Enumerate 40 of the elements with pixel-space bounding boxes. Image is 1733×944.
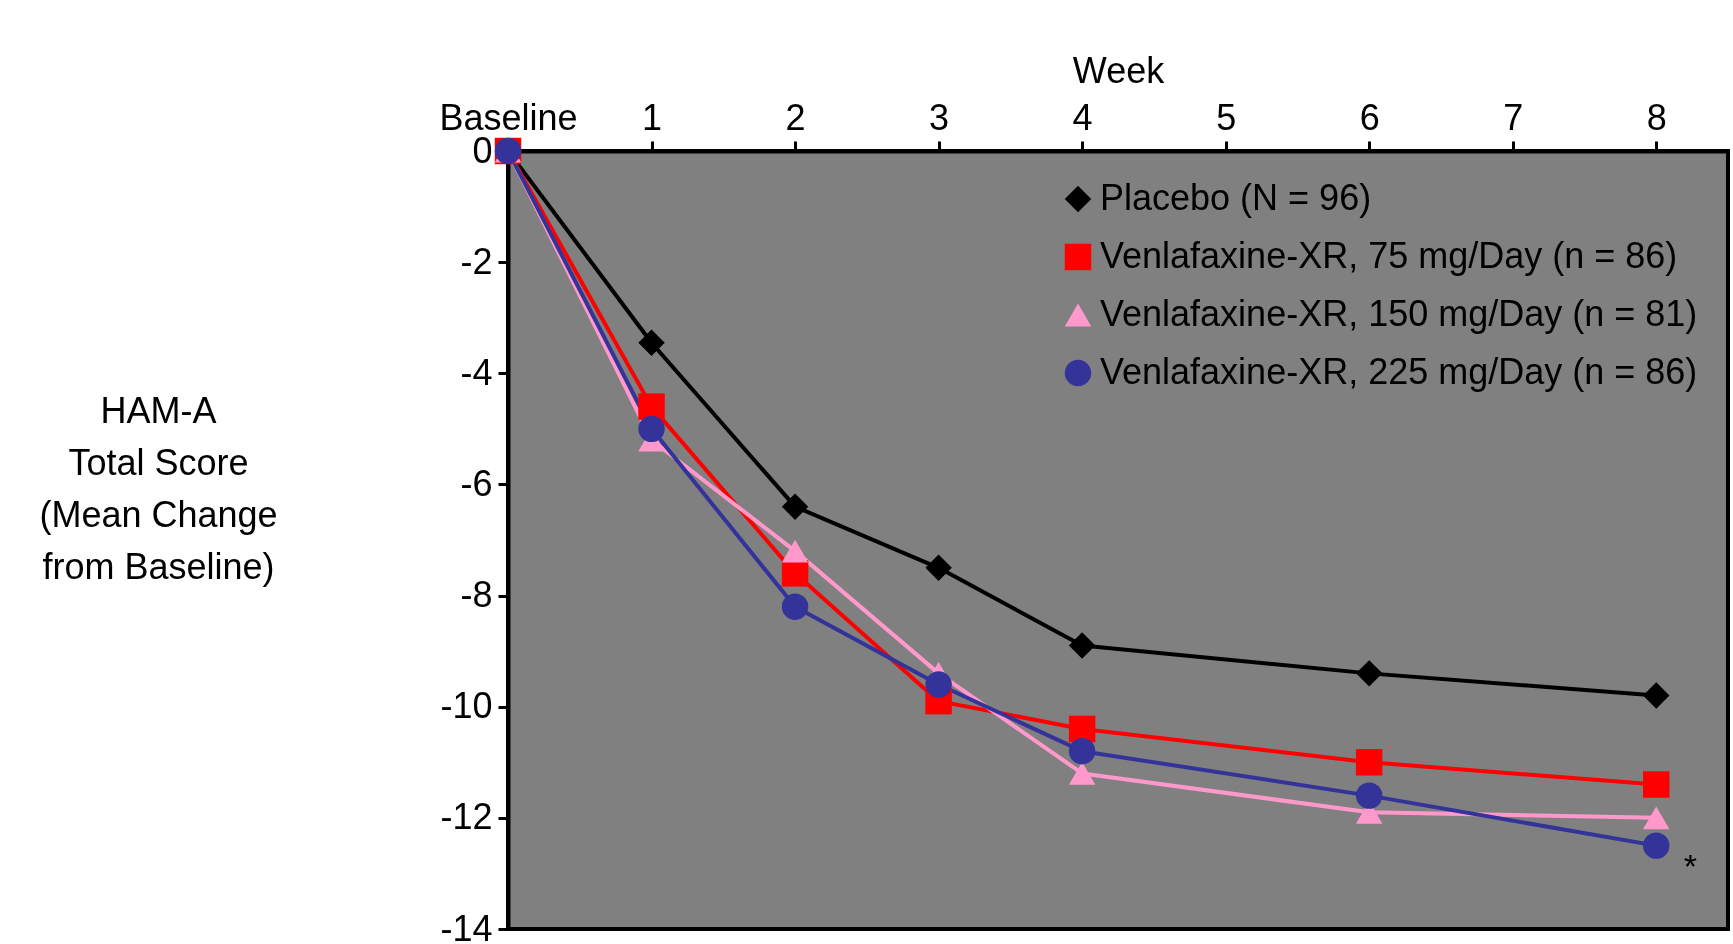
y-tick-label: -6 <box>460 462 493 504</box>
point <box>1643 682 1670 709</box>
legend-label: Venlafaxine-XR, 75 mg/Day (n = 86) <box>1100 235 1678 276</box>
point <box>1643 771 1670 798</box>
x-tick-label: 1 <box>642 96 663 138</box>
point <box>1068 761 1096 785</box>
point <box>781 493 809 520</box>
y-tick-label: -2 <box>460 240 493 282</box>
x-tick-label: 7 <box>1503 96 1524 138</box>
legend-label: Venlafaxine-XR, 150 mg/Day (n = 81) <box>1100 293 1698 334</box>
x-axis-title: Week <box>1072 49 1166 91</box>
point <box>1643 832 1670 859</box>
point <box>925 554 952 582</box>
x-tick-label: 2 <box>785 96 806 138</box>
legend-label: Placebo (N = 96) <box>1100 177 1372 218</box>
y-tick-label: -8 <box>460 574 493 616</box>
point <box>1643 806 1670 830</box>
point <box>1355 749 1383 776</box>
point <box>1355 782 1383 809</box>
point <box>781 593 809 620</box>
point <box>1068 632 1096 659</box>
x-tick-label: 5 <box>1216 96 1237 138</box>
point <box>638 415 665 443</box>
point <box>1355 660 1383 687</box>
x-tick-label: 8 <box>1646 96 1667 138</box>
x-tick-label: 4 <box>1072 96 1093 138</box>
y-axis-title: HAM-A Total Score (Mean Change from Baseline) <box>39 389 278 587</box>
y-tick-label: -10 <box>440 685 493 727</box>
y-tick-label: -4 <box>460 351 493 393</box>
y-tick-label: -12 <box>440 796 493 838</box>
point <box>925 671 952 698</box>
point <box>638 393 665 420</box>
y-tick-label: -14 <box>440 907 493 944</box>
x-tick-label: 6 <box>1359 96 1380 138</box>
legend-label: Venlafaxine-XR, 225 mg/Day (n = 86) <box>1100 351 1698 392</box>
point <box>638 329 665 356</box>
annotation: * <box>1683 846 1697 885</box>
point <box>781 539 809 563</box>
x-tick-label: 3 <box>929 96 950 138</box>
point <box>1068 737 1096 765</box>
